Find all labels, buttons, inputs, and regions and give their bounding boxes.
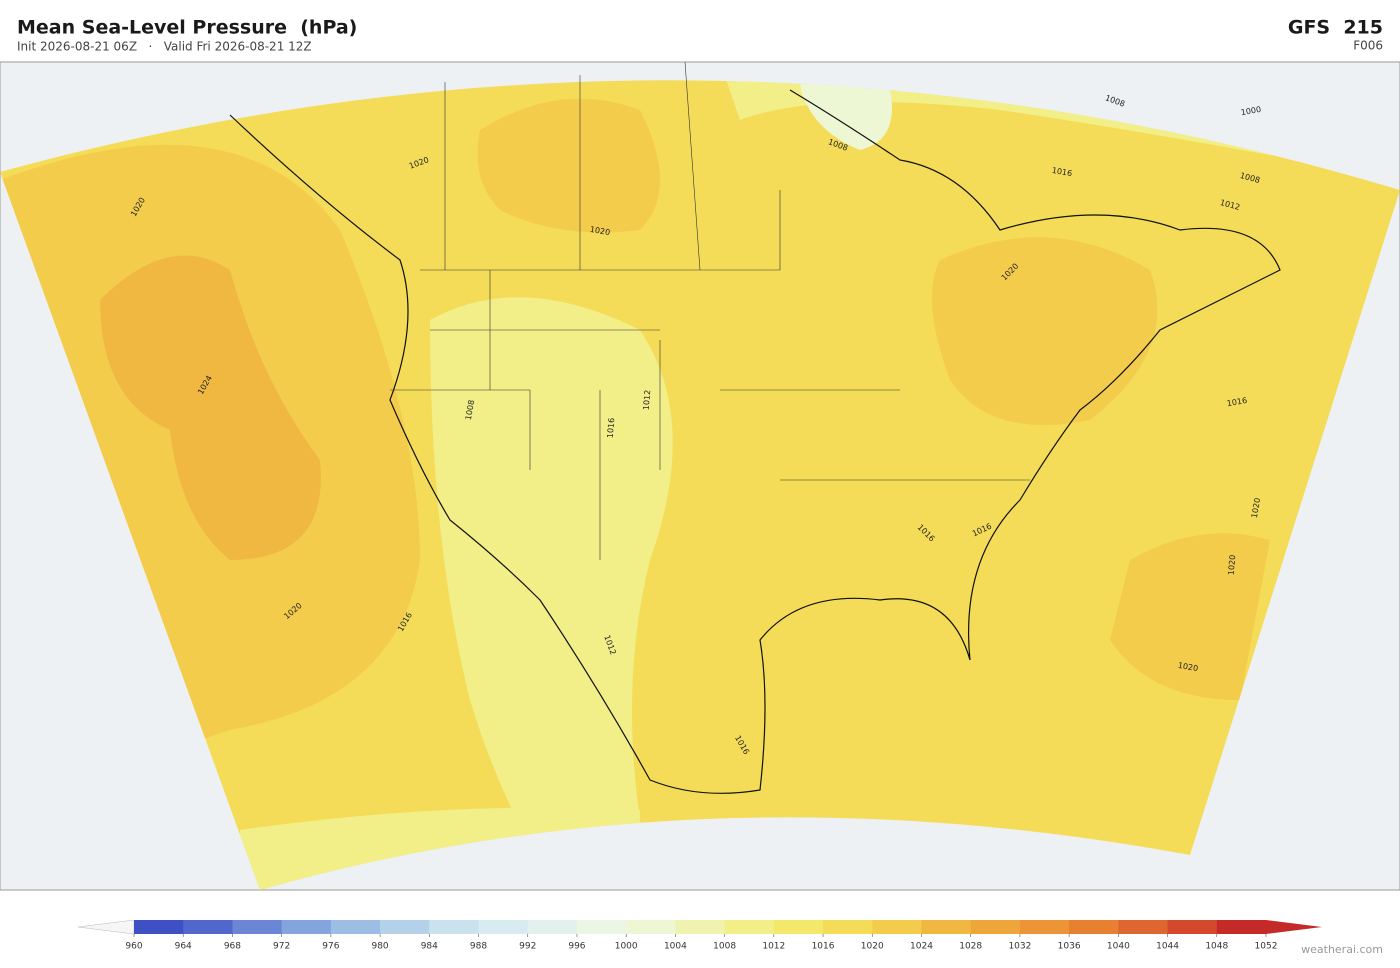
colorbar-tick-label: 1020 <box>861 942 884 952</box>
contour-label: 1008 <box>464 399 476 421</box>
colorbar-tick-label: 972 <box>273 942 290 952</box>
high-area <box>1110 533 1270 700</box>
high-area <box>477 98 660 233</box>
colorbar-bin <box>232 920 283 934</box>
high-core <box>100 255 321 561</box>
colorbar-bin <box>183 920 233 934</box>
colorbar-bin <box>626 920 676 934</box>
colorbar-bin <box>134 920 184 934</box>
coastline <box>229 89 1281 794</box>
colorbar-tick-label: 1032 <box>1008 942 1031 952</box>
colorbar-bin <box>478 920 529 934</box>
colorbar-tick-label: 1012 <box>762 942 785 952</box>
colorbar-tick-label: 1040 <box>1107 942 1130 952</box>
low-area <box>430 297 673 890</box>
colorbar-tick-label: 960 <box>125 942 142 952</box>
colorbar-tick-label: 976 <box>322 942 339 952</box>
colorbar-bin <box>970 920 1021 934</box>
colorbar-extend-low <box>77 919 135 935</box>
colorbar-tick-label: 1028 <box>959 942 982 952</box>
subtitle: Init 2026-08-21 06Z · Valid Fri 2026-08-… <box>17 40 312 54</box>
colorbar-tick-label: 1000 <box>615 942 638 952</box>
colorbar-tick-label: 1008 <box>713 942 736 952</box>
colorbar-bin <box>773 920 824 934</box>
map <box>0 61 1400 891</box>
border <box>390 62 1030 560</box>
colorbar-extend-high <box>1266 920 1322 934</box>
colorbar-tick-label: 968 <box>224 942 241 952</box>
colorbar-bin <box>921 920 972 934</box>
low-core <box>800 80 893 150</box>
colorbar-bin <box>1069 920 1119 934</box>
colorbar-bin <box>823 920 873 934</box>
colorbar-tick-label: 988 <box>470 942 487 952</box>
colorbar-tick-label: 992 <box>519 942 536 952</box>
contour-label: 1020 <box>1227 554 1238 575</box>
colorbar-tick-label: 996 <box>568 942 585 952</box>
contour-label: 1020 <box>1250 497 1262 519</box>
model: GFS 215 <box>1288 17 1383 39</box>
contour-label: 1016 <box>1226 396 1248 408</box>
colorbar-tick-label: 1036 <box>1058 942 1081 952</box>
credit: weatherai.com <box>1301 943 1383 956</box>
contour-label: 1012 <box>642 389 653 410</box>
colorbar-bin <box>576 920 627 934</box>
contour-label: 1016 <box>606 417 617 438</box>
colorbar-tick-label: 1016 <box>812 942 835 952</box>
contour-label: 1020 <box>589 225 611 237</box>
contour-label: 1016 <box>1051 166 1073 178</box>
colorbar-bin <box>724 920 775 934</box>
colorbar-tick-label: 1052 <box>1255 942 1278 952</box>
colorbar-tick-label: 1048 <box>1205 942 1228 952</box>
title: Mean Sea-Level Pressure (hPa) <box>17 17 357 39</box>
colorbar-bin <box>330 920 381 934</box>
colorbar-tick-label: 964 <box>175 942 192 952</box>
colorbar-bin <box>675 920 726 934</box>
colorbar-bin <box>380 920 430 934</box>
colorbar-tick-label: 1024 <box>910 942 933 952</box>
colorbar-bin <box>281 920 332 934</box>
colorbar-bin <box>1216 920 1267 934</box>
forecast-hour: F006 <box>1353 39 1383 53</box>
colorbar-bin <box>1167 920 1218 934</box>
contour-label: 1020 <box>1177 661 1199 673</box>
colorbar-bin <box>872 920 922 934</box>
colorbar-tick-label: 980 <box>371 942 388 952</box>
colorbar-bin <box>1019 920 1070 934</box>
high-area <box>932 237 1158 425</box>
colorbar-tick-label: 1004 <box>664 942 687 952</box>
colorbar-tick-label: 984 <box>421 942 438 952</box>
colorbar-bin <box>527 920 578 934</box>
colorbar-bin <box>1118 920 1169 934</box>
colorbar-bin <box>429 920 480 934</box>
colorbar-tick-label: 1044 <box>1156 942 1179 952</box>
contour-label: 1000 <box>1240 105 1262 117</box>
